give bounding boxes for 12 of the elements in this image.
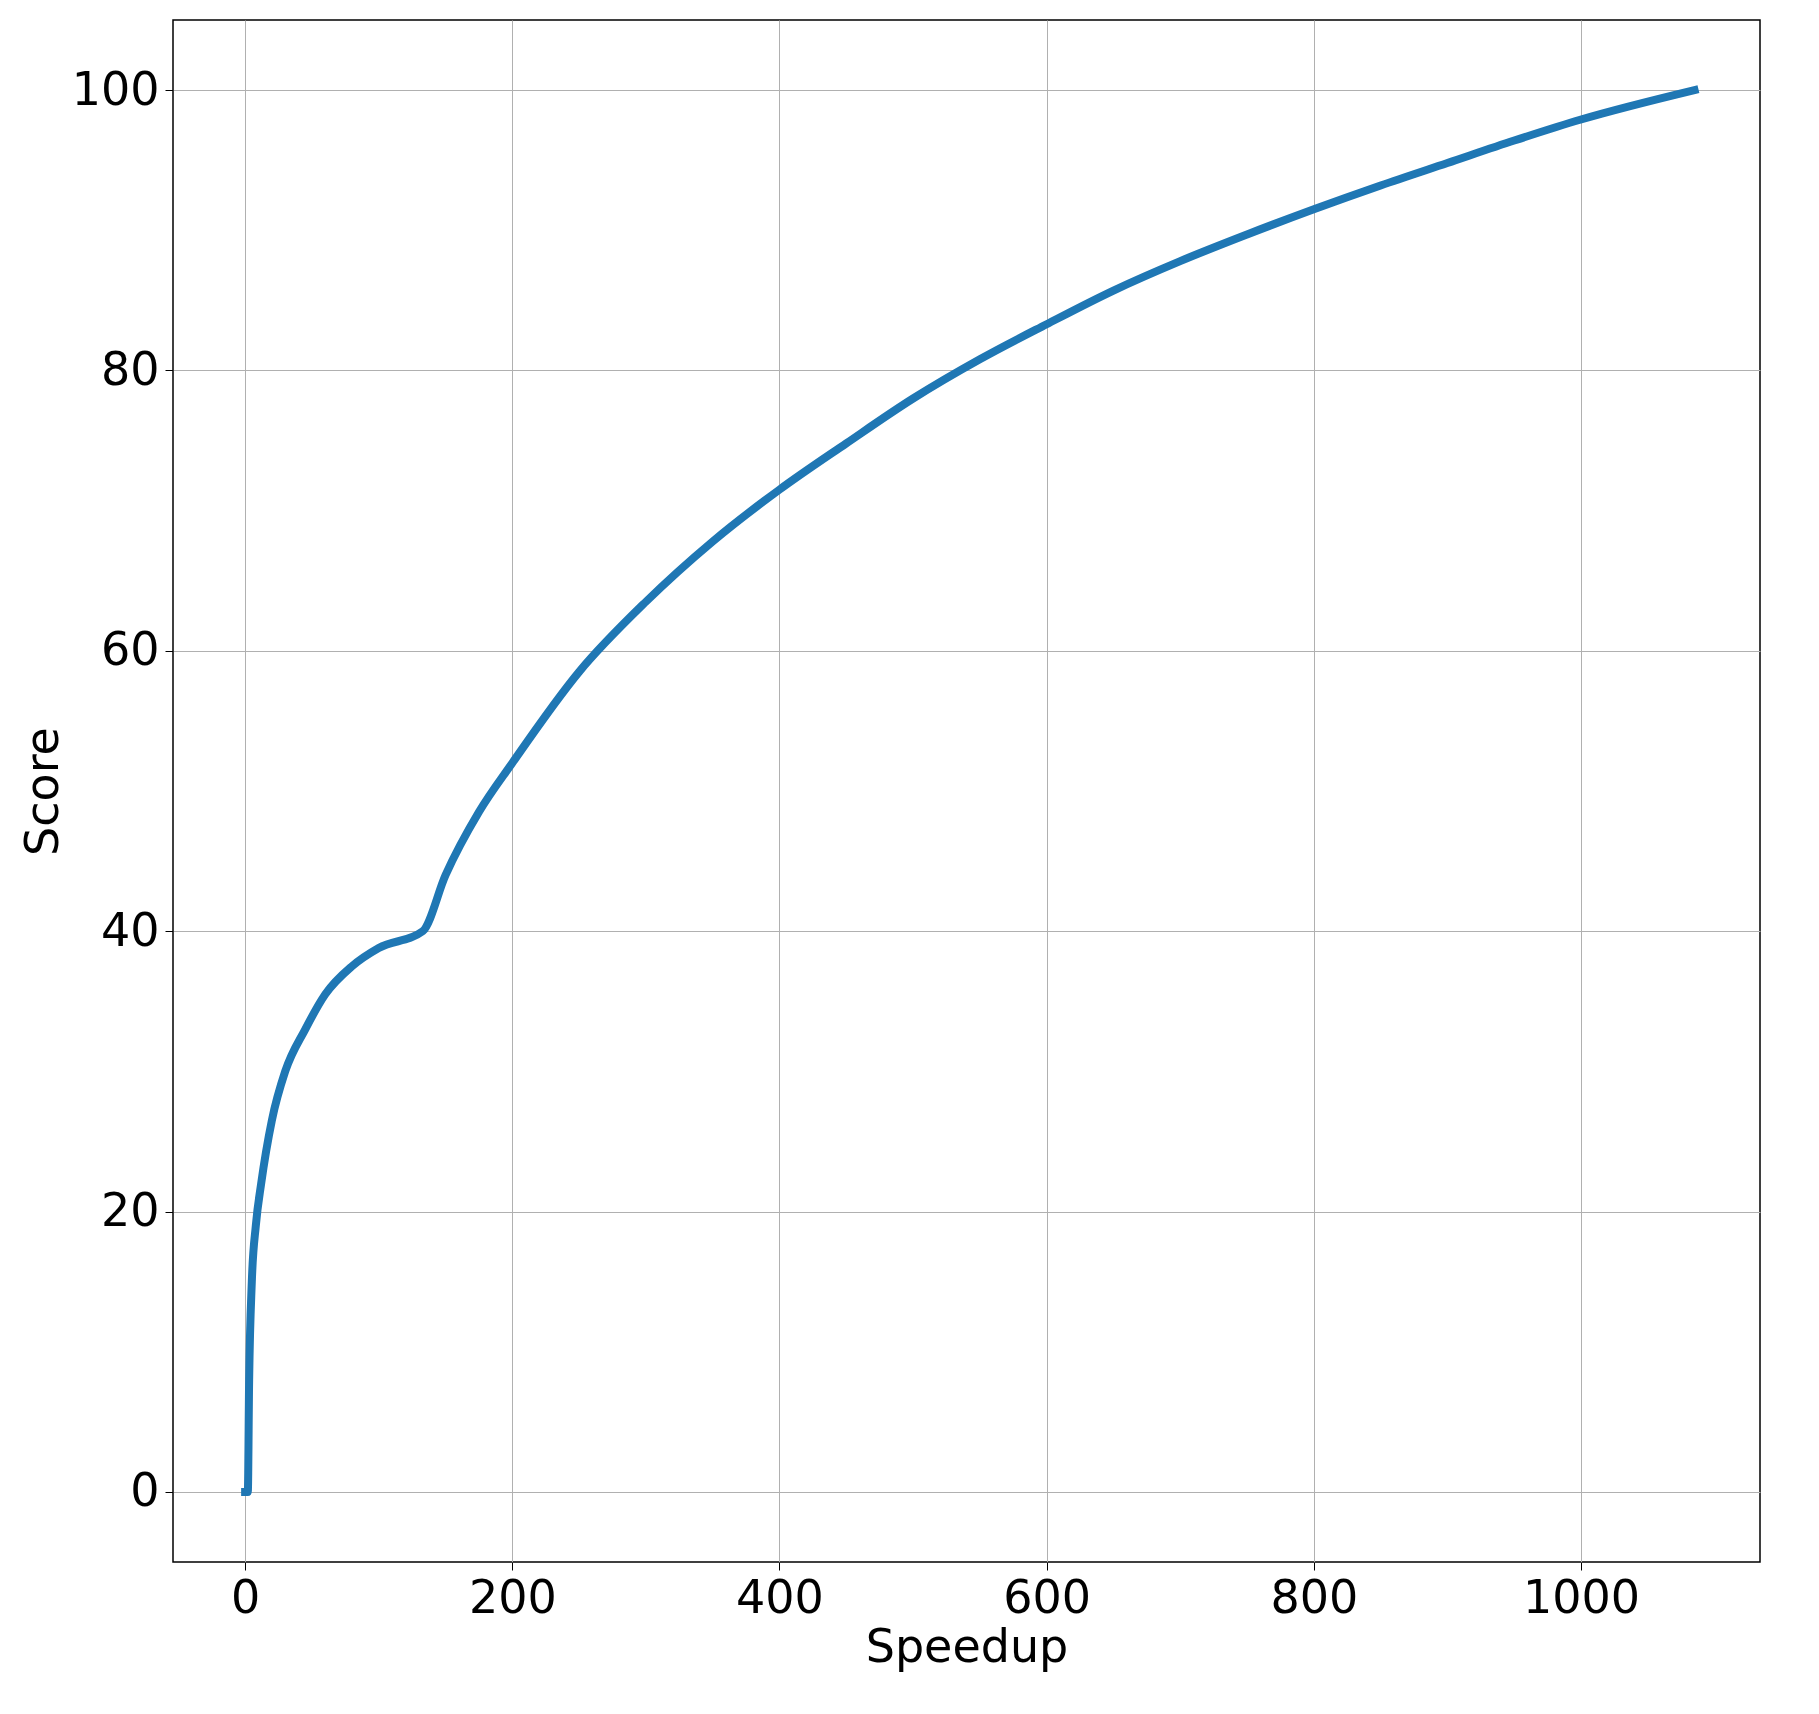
x-tick-label: 1000	[1522, 1569, 1641, 1624]
x-tick-label: 0	[231, 1569, 261, 1624]
y-axis-title: Score	[14, 727, 69, 856]
y-tick-label: 0	[130, 1463, 160, 1518]
y-tick-label: 60	[100, 622, 160, 677]
y-tick-label: 40	[100, 902, 160, 957]
x-tick-label: 800	[1270, 1569, 1359, 1624]
y-tick-label: 80	[100, 341, 160, 396]
y-tick-label: 20	[100, 1183, 160, 1238]
x-tick-label: 200	[468, 1569, 557, 1624]
x-tick-label: 400	[736, 1569, 824, 1624]
y-tick-label: 100	[71, 61, 160, 116]
